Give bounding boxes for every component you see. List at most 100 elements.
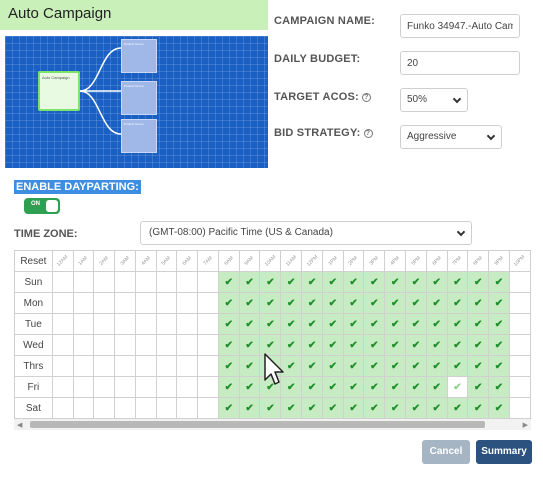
hour-header[interactable]: 11AM: [280, 250, 303, 272]
schedule-cell-active[interactable]: ✔: [217, 355, 240, 377]
schedule-cell[interactable]: [197, 376, 219, 398]
schedule-cell[interactable]: [155, 397, 178, 419]
schedule-cell[interactable]: [197, 355, 219, 377]
schedule-cell-active[interactable]: ✔: [446, 397, 469, 419]
schedule-cell-active[interactable]: ✔: [280, 271, 303, 293]
schedule-cell[interactable]: [155, 376, 178, 398]
schedule-cell-active[interactable]: ✔: [467, 397, 490, 419]
reset-button[interactable]: Reset: [14, 250, 53, 272]
schedule-cell-active[interactable]: ✔: [301, 355, 323, 377]
schedule-cell-active[interactable]: ✔: [467, 334, 490, 356]
diagram-ad-group-node-3[interactable]: Product Group: [121, 119, 157, 153]
schedule-cell[interactable]: [93, 313, 116, 335]
schedule-cell-active[interactable]: ✔: [446, 271, 469, 293]
schedule-cell-active[interactable]: ✔: [488, 292, 510, 314]
schedule-cell[interactable]: [197, 313, 219, 335]
schedule-cell[interactable]: [93, 376, 116, 398]
schedule-cell[interactable]: [93, 292, 116, 314]
schedule-cell-active[interactable]: ✔: [363, 271, 386, 293]
time-zone-select[interactable]: (GMT-08:00) Pacific Time (US & Canada): [140, 221, 472, 245]
target-acos-select[interactable]: 50%: [400, 88, 468, 112]
schedule-cell[interactable]: [114, 313, 136, 335]
schedule-cell-active[interactable]: ✔: [342, 334, 365, 356]
hour-header[interactable]: 3AM: [114, 250, 136, 272]
schedule-cell[interactable]: [155, 355, 178, 377]
hour-header[interactable]: 6AM: [176, 250, 199, 272]
hour-header[interactable]: 8PM: [467, 250, 490, 272]
schedule-cell-active[interactable]: ✔: [342, 271, 365, 293]
help-icon[interactable]: ?: [363, 129, 373, 138]
schedule-cell[interactable]: [51, 292, 74, 314]
schedule-cell-active[interactable]: ✔: [238, 355, 261, 377]
schedule-cell-active[interactable]: ✔: [301, 376, 323, 398]
schedule-cell-active[interactable]: ✔: [280, 355, 303, 377]
schedule-cell-active[interactable]: ✔: [384, 376, 407, 398]
schedule-cell-active[interactable]: ✔: [321, 292, 344, 314]
schedule-cell-active[interactable]: ✔: [301, 397, 323, 419]
schedule-cell[interactable]: [176, 334, 199, 356]
schedule-cell-active[interactable]: ✔: [321, 271, 344, 293]
schedule-cell[interactable]: [114, 271, 136, 293]
schedule-cell[interactable]: [51, 271, 74, 293]
schedule-cell-active[interactable]: ✔: [238, 376, 261, 398]
schedule-cell-active[interactable]: ✔: [425, 355, 448, 377]
hour-header[interactable]: 3PM: [363, 250, 386, 272]
hour-header[interactable]: 10PM: [508, 250, 531, 272]
schedule-cell-active[interactable]: ✔: [384, 292, 407, 314]
schedule-cell[interactable]: [134, 271, 157, 293]
summary-button[interactable]: Summary: [476, 440, 532, 464]
hour-header[interactable]: 7AM: [197, 250, 219, 272]
schedule-cell-active[interactable]: ✔: [384, 355, 407, 377]
schedule-cell[interactable]: [508, 355, 531, 377]
schedule-cell[interactable]: [114, 397, 136, 419]
schedule-cell-active[interactable]: ✔: [259, 292, 282, 314]
scroll-right-icon[interactable]: ▶: [522, 422, 528, 429]
schedule-cell-active[interactable]: ✔: [342, 292, 365, 314]
schedule-cell-active[interactable]: ✔: [488, 271, 510, 293]
day-label[interactable]: Sat: [14, 397, 53, 419]
schedule-cell-active[interactable]: ✔: [384, 397, 407, 419]
schedule-cell-active[interactable]: ✔: [446, 292, 469, 314]
schedule-cell-active[interactable]: ✔: [280, 397, 303, 419]
schedule-cell-active[interactable]: ✔: [405, 292, 427, 314]
schedule-cell[interactable]: [176, 271, 199, 293]
schedule-cell-active[interactable]: ✔: [446, 376, 469, 398]
hour-header[interactable]: 2AM: [93, 250, 116, 272]
schedule-cell-active[interactable]: ✔: [363, 376, 386, 398]
schedule-cell[interactable]: [176, 397, 199, 419]
schedule-cell-active[interactable]: ✔: [446, 355, 469, 377]
schedule-cell-active[interactable]: ✔: [342, 397, 365, 419]
schedule-cell[interactable]: [176, 292, 199, 314]
schedule-cell-active[interactable]: ✔: [425, 376, 448, 398]
hour-header[interactable]: 2PM: [342, 250, 365, 272]
hour-header[interactable]: 7PM: [446, 250, 469, 272]
schedule-cell-active[interactable]: ✔: [321, 397, 344, 419]
schedule-cell-active[interactable]: ✔: [467, 292, 490, 314]
hour-header[interactable]: 1AM: [72, 250, 95, 272]
schedule-cell[interactable]: [155, 271, 178, 293]
schedule-cell-active[interactable]: ✔: [217, 313, 240, 335]
schedule-cell[interactable]: [155, 292, 178, 314]
schedule-cell-active[interactable]: ✔: [238, 292, 261, 314]
schedule-cell-active[interactable]: ✔: [405, 376, 427, 398]
schedule-cell-active[interactable]: ✔: [321, 376, 344, 398]
schedule-cell[interactable]: [155, 313, 178, 335]
hour-header[interactable]: 4AM: [134, 250, 157, 272]
schedule-cell-active[interactable]: ✔: [280, 292, 303, 314]
schedule-cell-active[interactable]: ✔: [425, 334, 448, 356]
dayparting-toggle[interactable]: ON: [24, 198, 60, 214]
schedule-cell-active[interactable]: ✔: [217, 292, 240, 314]
schedule-cell-active[interactable]: ✔: [446, 334, 469, 356]
schedule-cell-active[interactable]: ✔: [467, 271, 490, 293]
schedule-cell-active[interactable]: ✔: [238, 397, 261, 419]
schedule-cell[interactable]: [176, 355, 199, 377]
schedule-cell[interactable]: [93, 271, 116, 293]
schedule-cell-active[interactable]: ✔: [238, 313, 261, 335]
day-label[interactable]: Thrs: [14, 355, 53, 377]
hour-header[interactable]: 5AM: [155, 250, 178, 272]
schedule-cell-active[interactable]: ✔: [384, 271, 407, 293]
schedule-cell[interactable]: [72, 313, 95, 335]
schedule-cell[interactable]: [134, 334, 157, 356]
help-icon[interactable]: ?: [361, 93, 371, 102]
schedule-cell-active[interactable]: ✔: [342, 376, 365, 398]
